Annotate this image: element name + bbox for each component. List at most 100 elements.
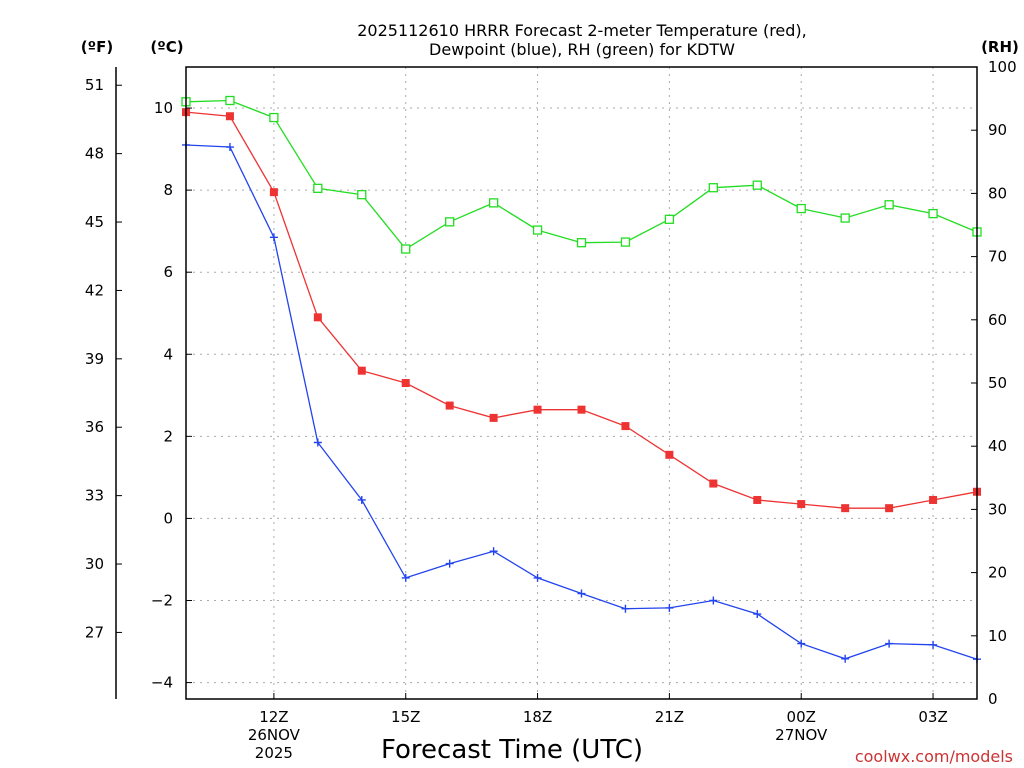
rh-tick-label: 60: [988, 311, 1007, 329]
rh-tick-label: 10: [988, 627, 1007, 645]
temperature-point: [797, 500, 806, 509]
fahrenheit-unit-label: (ºF): [81, 38, 113, 56]
rh-point: [532, 225, 543, 235]
rh-tick-label: 100: [988, 58, 1017, 76]
x-tick-label: 21Z: [655, 708, 684, 726]
celsius-tick-label: 4: [163, 345, 173, 363]
temperature-point: [313, 313, 322, 322]
fahrenheit-tick-label: 27: [85, 623, 104, 641]
rh-point: [708, 183, 718, 193]
dewpoint-point: [621, 604, 630, 613]
celsius-tick-label: 10: [154, 99, 173, 117]
rh-point: [796, 203, 806, 214]
dewpoint-point: [489, 547, 498, 556]
dewpoint-point: [753, 610, 762, 619]
x-tick-label: 26NOV: [248, 726, 301, 744]
rh-point: [225, 95, 235, 106]
dewpoint-point: [885, 639, 894, 648]
rh-point: [884, 200, 894, 210]
dewpoint-point: [665, 603, 674, 612]
temperature-point: [753, 495, 762, 504]
temperature-point: [225, 112, 234, 121]
fahrenheit-tick-label: 33: [85, 487, 104, 505]
series-layer: [181, 95, 982, 664]
x-tick-label: 18Z: [523, 708, 552, 726]
fahrenheit-tick-label: 48: [85, 145, 104, 163]
rh-line: [185, 99, 978, 250]
dewpoint-point: [445, 559, 454, 568]
temperature-point: [709, 479, 718, 488]
temperature-point: [445, 401, 454, 410]
temperature-point: [357, 366, 366, 375]
dewpoint-point: [401, 573, 410, 582]
rh-unit-label: (RH): [981, 38, 1019, 56]
dewpoint-point: [709, 596, 718, 605]
temperature-point: [577, 405, 586, 414]
temperature-point: [665, 450, 674, 459]
temperature-point: [533, 405, 542, 414]
fahrenheit-tick-label: 36: [85, 418, 104, 436]
x-tick-label: 03Z: [918, 708, 947, 726]
dewpoint-point: [225, 143, 234, 152]
rh-tick-label: 70: [988, 248, 1007, 266]
rh-tick-label: 40: [988, 437, 1007, 455]
x-tick-label: 12Z: [259, 708, 288, 726]
rh-tick-label: 20: [988, 564, 1007, 582]
dewpoint-point: [797, 639, 806, 648]
rh-point: [445, 217, 455, 227]
rh-point: [840, 213, 850, 223]
dewpoint-point: [313, 438, 322, 447]
celsius-tick-label: 6: [163, 263, 173, 281]
dewpoint-line: [185, 144, 978, 660]
source-credit: coolwx.com/models: [855, 747, 1013, 766]
x-tick-label: 27NOV: [775, 726, 828, 744]
x-axis-title: Forecast Time (UTC): [381, 735, 643, 765]
celsius-tick-label: −2: [151, 592, 173, 610]
celsius-unit-label: (ºC): [150, 38, 183, 56]
dewpoint-point: [533, 573, 542, 582]
temperature-point: [401, 379, 410, 387]
rh-tick-label: 50: [988, 374, 1007, 392]
fahrenheit-tick-label: 45: [85, 213, 104, 231]
rh-point: [620, 237, 631, 247]
grid-lines: [186, 67, 977, 699]
dewpoint-point: [841, 654, 850, 663]
rh-point: [752, 180, 762, 190]
dewpoint-point: [577, 589, 586, 598]
temperature-point: [841, 504, 850, 513]
rh-tick-label: 30: [988, 500, 1007, 518]
rh-point: [269, 112, 279, 123]
celsius-tick-label: 0: [163, 509, 173, 527]
celsius-tick-label: 2: [163, 427, 173, 445]
rh-tick-label: 80: [988, 184, 1007, 202]
chart-title-line-1: 2025112610 HRRR Forecast 2-meter Tempera…: [357, 21, 807, 40]
rh-point: [488, 198, 499, 208]
rh-point: [928, 208, 938, 219]
temperature-point: [621, 422, 630, 431]
rh-point: [313, 183, 323, 193]
rh-tick-label: 90: [988, 121, 1007, 139]
fahrenheit-tick-label: 42: [85, 281, 104, 299]
fahrenheit-tick-label: 30: [85, 555, 104, 573]
rh-point: [664, 214, 675, 224]
fahrenheit-tick-label: 51: [85, 76, 104, 94]
x-tick-label: 15Z: [391, 708, 420, 726]
dewpoint-point: [357, 495, 366, 504]
x-tick-label: 00Z: [787, 708, 816, 726]
temperature-point: [489, 413, 498, 422]
celsius-tick-label: −4: [151, 674, 173, 692]
rh-point: [576, 238, 587, 248]
temperature-point: [269, 188, 278, 197]
rh-point: [401, 244, 411, 254]
x-tick-label: 2025: [255, 744, 293, 762]
rh-point: [357, 190, 367, 200]
celsius-tick-label: 8: [163, 181, 173, 199]
rh-tick-label: 0: [988, 690, 998, 708]
temperature-point: [929, 495, 938, 504]
dewpoint-point: [929, 640, 938, 649]
temperature-point: [885, 504, 894, 513]
chart-title-line-2: Dewpoint (blue), RH (green) for KDTW: [429, 40, 735, 59]
temperature-line: [185, 111, 978, 509]
fahrenheit-tick-label: 39: [85, 350, 104, 368]
